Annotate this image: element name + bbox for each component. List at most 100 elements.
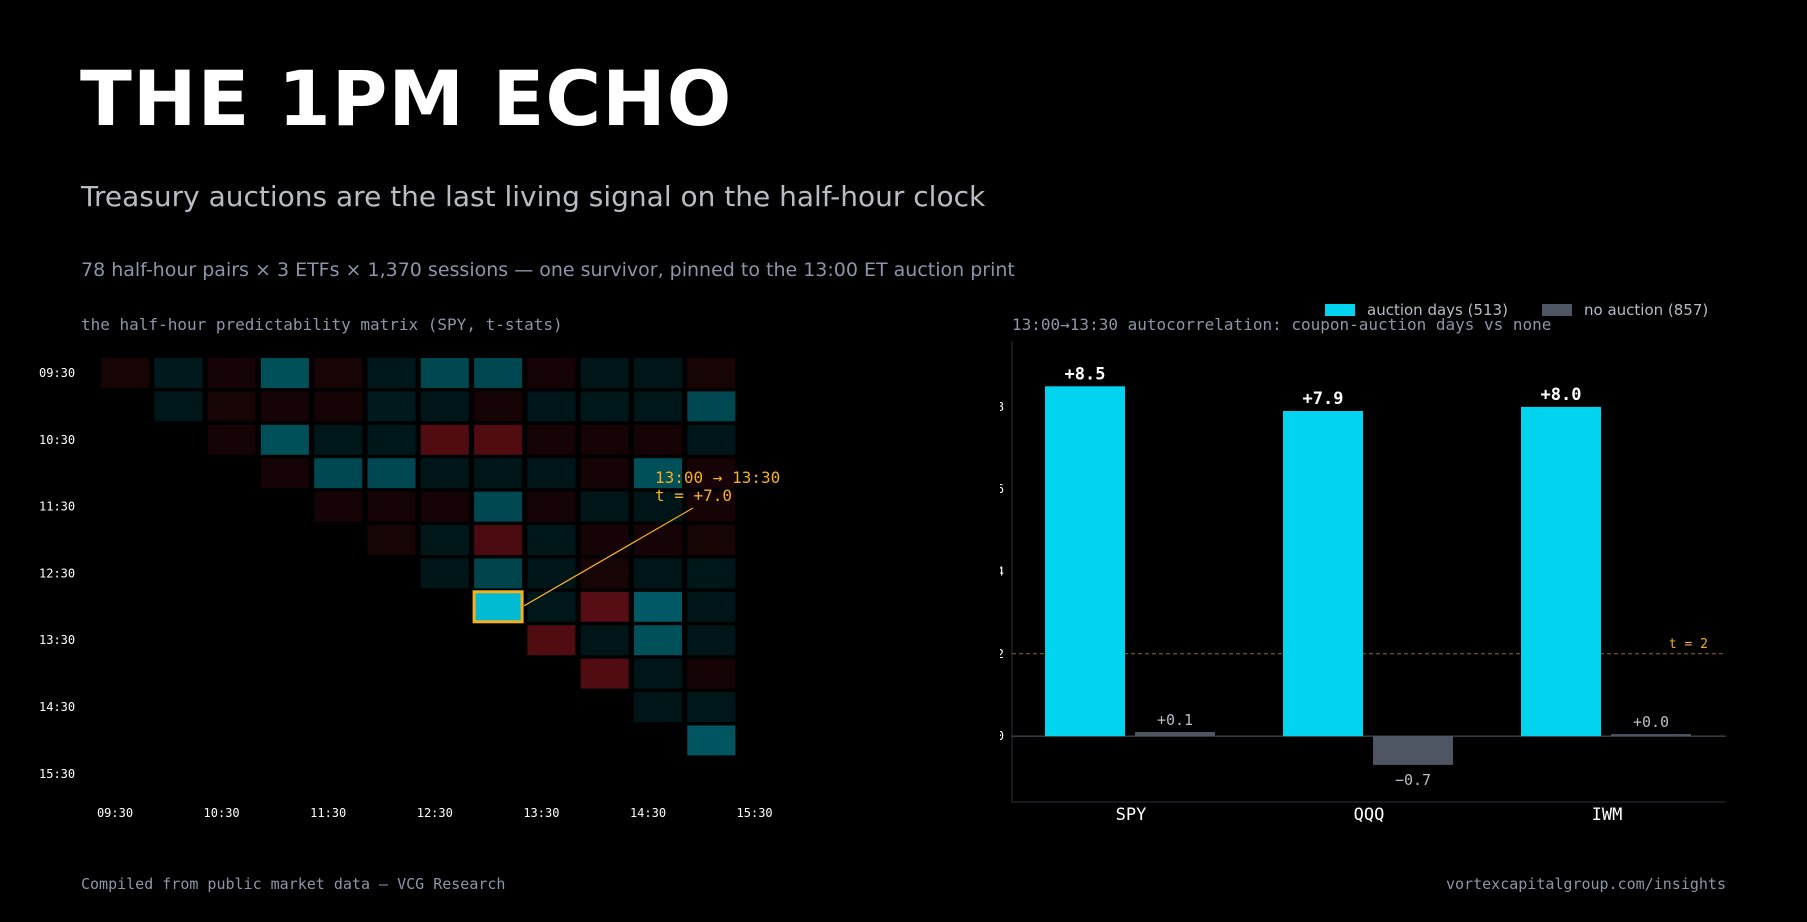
heatmap-cell [580, 424, 629, 455]
bar-no-auction [1373, 736, 1453, 765]
bar-auction-days [1521, 406, 1601, 737]
legend-label-no-auction: no auction (857) [1584, 301, 1709, 319]
bar-no-auction [1611, 734, 1691, 737]
bar-auction-days [1283, 411, 1363, 737]
heatmap-cell [527, 424, 576, 455]
heatmap-label: the half-hour predictability matrix (SPY… [81, 315, 563, 334]
footer-source: Compiled from public market data — VCG R… [81, 875, 506, 893]
heatmap-cell [207, 391, 256, 422]
bar-value-label: +8.0 [1541, 385, 1582, 405]
heatmap-cell [687, 625, 736, 656]
heatmap-cell [260, 358, 309, 388]
row-label: 12:30 [39, 566, 75, 580]
row-label: 11:30 [39, 500, 75, 514]
legend-swatch-auction [1325, 304, 1355, 316]
heatmap-cell [367, 491, 416, 522]
heatmap-cell [474, 391, 523, 422]
heatmap-cell [634, 391, 682, 422]
col-label: 11:30 [310, 806, 346, 820]
heatmap-cell [314, 358, 363, 388]
bar-chart-title: 13:00→13:30 autocorrelation: coupon-auct… [1012, 315, 1552, 334]
heatmap-cell [367, 358, 416, 388]
heatmap-cell [260, 458, 309, 489]
heatmap-cell [634, 658, 682, 689]
heatmap-cell [527, 591, 576, 622]
heatmap-cell [207, 358, 256, 388]
legend-auction: auction days (513) [1325, 301, 1508, 319]
page-dek: 78 half-hour pairs × 3 ETFs × 1,370 sess… [81, 259, 1015, 281]
heatmap-cell [527, 358, 576, 388]
heatmap-cell [527, 525, 576, 555]
annotation-leader [523, 507, 694, 607]
heatmap-matrix: 13:00 → 13:30t = +7.0 09:30 10:30 11:30 12:3… [39, 358, 780, 820]
heatmap-cell [634, 692, 682, 722]
row-label: 15:30 [39, 767, 75, 781]
page-subtitle: Treasury auctions are the last living si… [81, 180, 986, 213]
heatmap-cell [260, 424, 309, 455]
col-label: 09:30 [97, 806, 133, 820]
heatmap-cell [634, 591, 682, 622]
heatmap-cell [314, 491, 363, 522]
heatmap-cell [527, 491, 576, 522]
bar-auction-days [1045, 386, 1125, 737]
heatmap-cell [314, 424, 363, 455]
heatmap-cell [687, 491, 736, 522]
heatmap-cell [580, 358, 629, 388]
bar-chart: +0 +2 +4 +6 +8 t = 2 +8.5 +0.1 SPY +7.9 −0.7 QQQ +8.… [1000, 341, 1726, 825]
bar-value-label: +0.1 [1157, 711, 1193, 729]
category-label: SPY [1116, 805, 1147, 825]
heatmap-cell [420, 458, 469, 489]
row-label: 10:30 [39, 433, 75, 447]
heatmap-cell [687, 525, 736, 555]
heatmap-cell [687, 558, 736, 589]
heatmap-cell [634, 625, 682, 656]
heatmap-cell [580, 525, 629, 555]
page-title: THE 1PM ECHO [80, 54, 733, 143]
heatmap-cell [420, 525, 469, 555]
heatmap-cell [634, 525, 682, 555]
y-tick-label: +6 [1000, 482, 1004, 496]
heatmap-cell [580, 458, 629, 489]
heatmap-cell [474, 491, 523, 522]
category-label: QQQ [1354, 805, 1385, 825]
heatmap-cell [474, 424, 523, 455]
heatmap-cell [527, 391, 576, 422]
y-tick-label: +8 [1000, 400, 1004, 414]
bar-value-label: +7.9 [1303, 389, 1344, 409]
bar-value-label: +0.0 [1633, 713, 1669, 731]
category-label: IWM [1592, 805, 1623, 825]
heatmap-cell [634, 424, 682, 455]
col-label: 13:30 [523, 806, 559, 820]
heatmap-cell [580, 625, 629, 656]
heatmap-cell [367, 458, 416, 489]
heatmap-cell [634, 358, 682, 388]
heatmap-cell [420, 491, 469, 522]
y-tick-label: +0 [1000, 729, 1004, 743]
y-tick-label: +2 [1000, 647, 1004, 661]
heatmap-cell [367, 424, 416, 455]
heatmap-cell [367, 525, 416, 555]
col-label: 12:30 [417, 806, 453, 820]
heatmap-cell [580, 391, 629, 422]
heatmap-cell [580, 558, 629, 589]
row-label: 13:30 [39, 633, 75, 647]
legend-label-auction: auction days (513) [1367, 301, 1508, 319]
heatmap-cell [314, 458, 363, 489]
heatmap-cell [420, 358, 469, 388]
heatmap-cell [474, 558, 523, 589]
heatmap-cell [580, 591, 629, 622]
heatmap-cell [634, 558, 682, 589]
annotation-line1: 13:00 → 13:30 [655, 468, 780, 487]
heatmap-cell [474, 591, 523, 622]
heatmap-cell [527, 458, 576, 489]
highlight-cell [472, 590, 524, 624]
row-label: 09:30 [39, 366, 75, 380]
bar-value-label: −0.7 [1395, 771, 1431, 789]
heatmap-cell [420, 424, 469, 455]
heatmap-cell [687, 391, 736, 422]
heatmap-cell [580, 491, 629, 522]
bar-no-auction [1135, 732, 1215, 737]
footer-url: vortexcapitalgroup.com/insights [1446, 875, 1726, 893]
heatmap-cell [420, 391, 469, 422]
heatmap-cell [634, 491, 682, 522]
